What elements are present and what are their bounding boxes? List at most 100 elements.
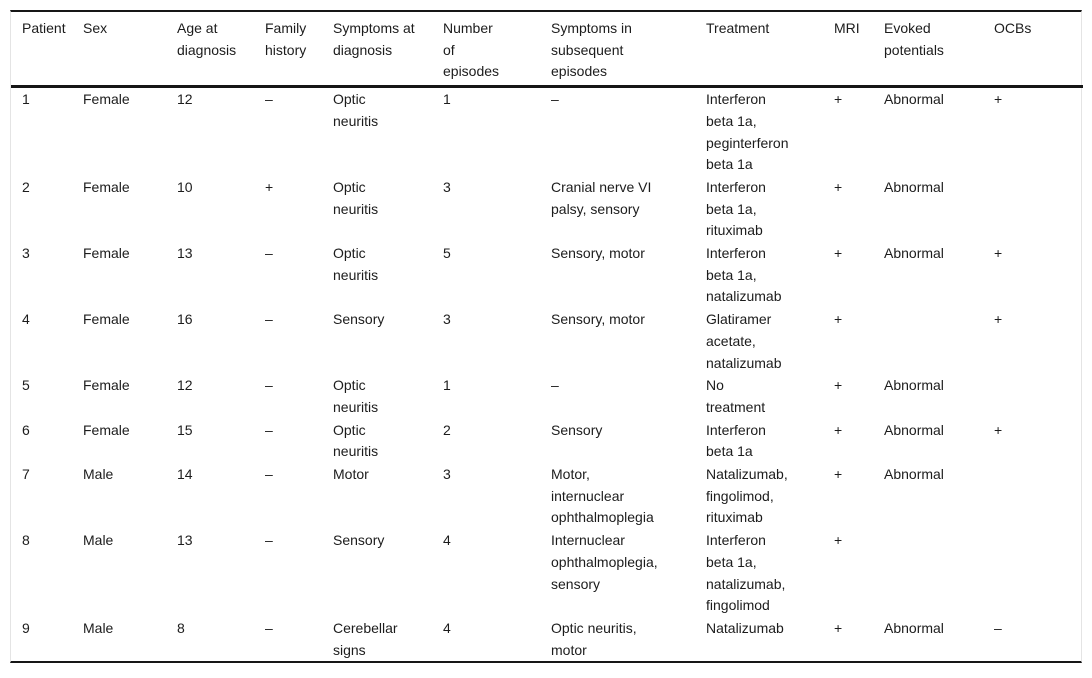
column-header-mri: MRI (834, 12, 884, 89)
cell-text: Interferon beta 1a (706, 421, 766, 460)
cell-text: 13 (177, 532, 193, 549)
cell-symptoms-subsequent: Sensory (551, 419, 706, 463)
cell-text: + (834, 311, 843, 328)
cell-text: + (994, 91, 1003, 108)
patient-row-5: 5 Female 12 – Optic neuritis 1 – No treatment + A… (11, 374, 1083, 418)
cell-text: Interferon beta 1a, natalizumab, fingoli… (706, 532, 786, 614)
cell-age-at-diagnosis: 8 (177, 617, 265, 661)
cell-symptoms-at-diagnosis: Optic neuritis (333, 419, 443, 463)
column-header-label: Age at diagnosis (177, 20, 237, 58)
cell-number-of-episodes: 1 (443, 87, 551, 176)
cell-text: 6 (22, 421, 30, 438)
column-header-sex: Sex (83, 12, 177, 89)
cell-treatment: Glatiramer acetate, natalizumab (706, 308, 834, 374)
column-header-label: Patient (22, 20, 66, 36)
cell-family-history: – (265, 617, 333, 661)
column-header-family-history: Family history (265, 12, 333, 89)
cell-text: Optic neuritis (333, 421, 379, 460)
cell-family-history: – (265, 374, 333, 418)
cell-symptoms-at-diagnosis: Sensory (333, 308, 443, 374)
cell-number-of-episodes: 1 (443, 374, 551, 418)
cell-text: 3 (443, 466, 451, 483)
patient-row-2: 2 Female 10 + Optic neuritis 3 Cranial nerve V… (11, 176, 1083, 242)
cell-symptoms-subsequent: Sensory, motor (551, 308, 706, 374)
column-header-label: Symptoms in subsequent episodes (551, 20, 632, 80)
column-header-label: Sex (83, 20, 108, 36)
cell-text: Optic neuritis, motor (551, 619, 637, 658)
cell-mri: + (834, 374, 884, 418)
cell-text: 5 (443, 245, 451, 262)
cell-evoked-potentials: Abnormal (884, 176, 994, 242)
cell-sex: Female (83, 242, 177, 308)
cell-evoked-potentials: Abnormal (884, 374, 994, 418)
cell-number-of-episodes: 3 (443, 463, 551, 529)
cell-patient: 3 (11, 242, 83, 308)
cell-text: Sensory, motor (551, 311, 645, 328)
cell-text: Cranial nerve VI palsy, sensory (551, 178, 652, 217)
patient-row-4: 4 Female 16 – Sensory 3 Sensory, motor Glatiram… (11, 308, 1083, 374)
cell-text: Female (83, 377, 130, 394)
column-header-label: Symptoms at diagnosis (333, 20, 415, 58)
cell-family-history: – (265, 87, 333, 176)
cell-text: Optic neuritis (333, 91, 379, 129)
cell-treatment: Interferon beta 1a (706, 419, 834, 463)
cell-patient: 8 (11, 529, 83, 617)
cell-sex: Male (83, 529, 177, 617)
cell-number-of-episodes: 3 (443, 176, 551, 242)
column-header-age-at-diagnosis: Age at diagnosis (177, 12, 265, 89)
cell-mri: + (834, 87, 884, 176)
cell-text: 14 (177, 466, 193, 483)
cell-treatment: Natalizumab (706, 617, 834, 661)
cell-text: Sensory (333, 532, 385, 549)
cell-ocbs: + (994, 242, 1083, 308)
cell-age-at-diagnosis: 13 (177, 242, 265, 308)
cell-evoked-potentials: Abnormal (884, 87, 994, 176)
cell-text: Abnormal (884, 619, 944, 636)
cell-symptoms-subsequent: Optic neuritis, motor (551, 617, 706, 661)
cell-text: Interferon beta 1a, rituximab (706, 178, 766, 239)
cell-text: + (834, 245, 843, 262)
column-header-label: Treatment (706, 20, 770, 36)
column-header-ocbs: OCBs (994, 12, 1083, 89)
cell-text: 7 (22, 466, 30, 483)
cell-sex: Female (83, 419, 177, 463)
cell-text: Female (83, 421, 130, 438)
cell-text: Cerebellar signs (333, 619, 398, 658)
cell-ocbs: + (994, 87, 1083, 176)
cell-sex: Female (83, 374, 177, 418)
cell-ocbs (994, 176, 1083, 242)
cell-text: + (834, 91, 843, 108)
cell-text: 3 (443, 311, 451, 328)
cell-symptoms-subsequent: Motor, internuclear ophthalmoplegia (551, 463, 706, 529)
cell-mri: + (834, 308, 884, 374)
cell-text: 13 (177, 245, 193, 262)
cell-text: + (834, 178, 843, 195)
cell-patient: 6 (11, 419, 83, 463)
cell-evoked-potentials (884, 308, 994, 374)
cell-text: 9 (22, 619, 30, 636)
column-header-symptoms-subsequent: Symptoms in subsequent episodes (551, 12, 706, 89)
patient-table-frame: Patient Sex Age at diagnosis Family history… (10, 10, 1083, 664)
cell-age-at-diagnosis: 15 (177, 419, 265, 463)
cell-sex: Male (83, 463, 177, 529)
cell-mri: + (834, 463, 884, 529)
cell-text: Male (83, 466, 114, 483)
cell-text: + (994, 311, 1003, 328)
column-header-label: Family history (265, 20, 307, 58)
patient-row-7: 7 Male 14 – Motor 3 Motor, internuclear ophtha… (11, 463, 1083, 529)
cell-patient: 2 (11, 176, 83, 242)
cell-text: Motor (333, 466, 369, 483)
patient-row-6: 6 Female 15 – Optic neuritis 2 Sensory Interfer… (11, 419, 1083, 463)
cell-text: Natalizumab, fingolimod, rituximab (706, 466, 788, 526)
cell-text: Interferon beta 1a, natalizumab (706, 245, 782, 305)
column-header-number-of-episodes: Number of episodes (443, 12, 551, 89)
cell-text: 2 (22, 178, 30, 195)
cell-symptoms-at-diagnosis: Optic neuritis (333, 374, 443, 418)
cell-text: Female (83, 311, 130, 328)
cell-text: Abnormal (884, 245, 944, 262)
cell-ocbs: + (994, 419, 1083, 463)
cell-text: 16 (177, 311, 193, 328)
table-header: Patient Sex Age at diagnosis Family history… (11, 12, 1083, 89)
cell-symptoms-subsequent: – (551, 374, 706, 418)
cell-sex: Male (83, 617, 177, 661)
